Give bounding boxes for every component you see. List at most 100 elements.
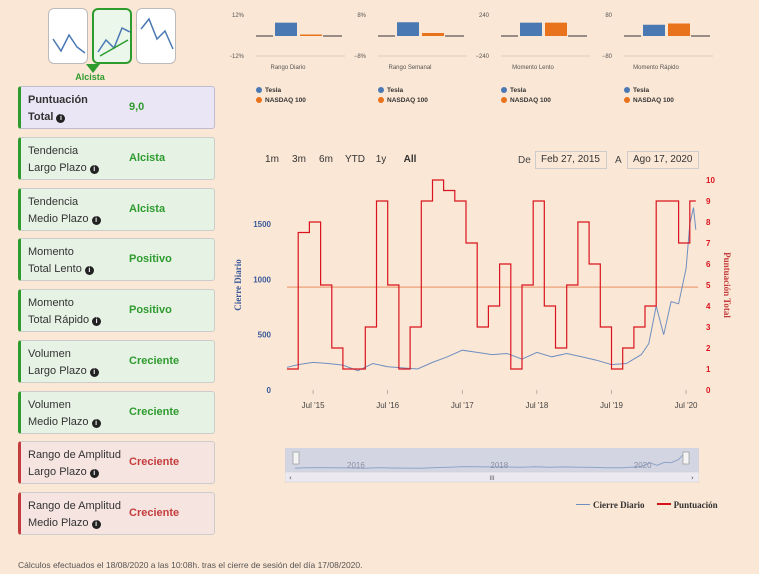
metric-card-label: Volumen Largo Plazo i <box>28 346 99 380</box>
metric-card-value: Creciente <box>129 355 180 367</box>
legend-item-tesla[interactable]: Tesla <box>378 86 428 96</box>
small-chart-title: Rango Diario <box>270 65 306 71</box>
metric-card-label-line2: Total Lento <box>28 263 82 275</box>
right-axis-tick: 1 <box>706 365 711 374</box>
metric-card-label: Puntuación Total i <box>28 92 88 126</box>
legend-dot-icon <box>378 87 384 93</box>
metric-card: Tendencia Largo Plazo i Alcista <box>18 137 215 180</box>
small-chart-ymin-label: −12% <box>230 54 245 60</box>
range-button[interactable]: YTD <box>345 154 365 165</box>
metric-card-label-line1: Volumen <box>28 348 71 360</box>
metric-card-value: Alcista <box>129 152 166 164</box>
small-chart-legend[interactable]: Tesla NASDAQ 100 <box>378 86 428 106</box>
left-axis-tick: 1500 <box>253 220 271 229</box>
navigator-handle-right <box>682 451 690 465</box>
to-date-input[interactable]: Ago 17, 2020 <box>627 151 699 169</box>
trend-badge: Alcista <box>48 6 180 82</box>
legend-label: Puntuación <box>673 500 718 510</box>
range-button[interactable]: All <box>403 154 417 165</box>
small-chart-legend[interactable]: Tesla NASDAQ 100 <box>256 86 306 106</box>
legend-label: Cierre Diario <box>593 500 645 510</box>
from-date-input[interactable]: Feb 27, 2015 <box>535 151 607 169</box>
small-chart-legend[interactable]: Tesla NASDAQ 100 <box>501 86 551 106</box>
metric-card-label-line2: Medio Plazo <box>28 213 89 225</box>
metric-card: Rango de Amplitud Medio Plazo i Creciente <box>18 492 215 535</box>
legend-dot-icon <box>501 97 507 103</box>
metric-card-label-line2: Medio Plazo <box>28 517 89 529</box>
legend-item-nasdaq[interactable]: NASDAQ 100 <box>256 96 306 106</box>
metric-card-label-line2: Medio Plazo <box>28 416 89 428</box>
right-axis-title: Puntuación Total <box>722 252 732 318</box>
score-series-line <box>287 179 696 370</box>
info-icon[interactable]: i <box>91 419 101 428</box>
info-icon[interactable]: i <box>56 114 66 123</box>
legend-item-score[interactable]: Puntuación <box>656 500 718 510</box>
range-button[interactable]: 6m <box>319 154 333 165</box>
range-button[interactable]: 3m <box>292 154 306 165</box>
legend-dot-icon <box>624 97 630 103</box>
navigator[interactable]: 2016 2018 2020 ‹ › III <box>285 446 699 484</box>
right-axis-tick: 6 <box>706 260 711 269</box>
small-chart-ymin-label: −8% <box>354 54 367 60</box>
metric-card-value: Positivo <box>129 253 172 265</box>
left-axis-tick: 0 <box>267 386 272 395</box>
small-bar-chart: 12% −12% Rango Diario <box>230 8 346 92</box>
metric-card-label-line2: Largo Plazo <box>28 162 87 174</box>
metric-card-label: Tendencia Medio Plazo i <box>28 194 101 228</box>
from-label: De <box>518 155 531 166</box>
info-icon[interactable]: i <box>89 165 99 174</box>
legend-item-nasdaq[interactable]: NASDAQ 100 <box>624 96 674 106</box>
legend-label: NASDAQ 100 <box>510 97 551 104</box>
main-chart-legend[interactable]: Cierre Diario Puntuación <box>576 500 718 510</box>
small-bar-chart: 8% −8% Rango Semanal <box>352 8 468 92</box>
metric-card-label-line1: Tendencia <box>28 145 79 157</box>
x-axis-tick: Jul '16 <box>376 401 399 410</box>
small-chart-ymax-label: 8% <box>357 13 366 19</box>
legend-dot-icon <box>256 87 262 93</box>
info-icon[interactable]: i <box>91 520 101 529</box>
nasdaq-bar <box>668 23 690 36</box>
small-bar-chart-svg: 240 −240 <box>475 13 590 60</box>
legend-label: NASDAQ 100 <box>633 97 674 104</box>
info-icon[interactable]: i <box>84 266 94 275</box>
metric-card-label: Momento Total Rápido i <box>28 295 102 329</box>
navigator-tick: 2016 <box>347 461 365 470</box>
trend-flat-thumb <box>136 8 176 64</box>
right-axis-tick: 5 <box>706 281 711 290</box>
tesla-bar <box>397 22 419 36</box>
tesla-bar <box>520 22 542 36</box>
main-chart[interactable]: 0 500 1000 1500 0 1 2 3 4 5 6 7 8 9 10 Jul '15 Jul '16 Ju… <box>230 166 750 456</box>
metric-card-value: Creciente <box>129 406 180 418</box>
metric-card-label-line1: Tendencia <box>28 196 79 208</box>
info-icon[interactable]: i <box>91 216 101 225</box>
legend-item-price[interactable]: Cierre Diario <box>576 500 645 510</box>
score-legend-swatch <box>656 503 671 505</box>
small-chart-ymin-label: −240 <box>475 54 489 60</box>
legend-item-tesla[interactable]: Tesla <box>624 86 674 96</box>
small-chart-legend[interactable]: Tesla NASDAQ 100 <box>624 86 674 106</box>
info-icon[interactable]: i <box>89 368 99 377</box>
info-icon[interactable]: i <box>89 469 99 478</box>
to-label: A <box>615 155 622 166</box>
navigator-scrollbar <box>285 471 699 483</box>
metric-card: Momento Total Rápido i Positivo <box>18 289 215 332</box>
legend-item-tesla[interactable]: Tesla <box>501 86 551 96</box>
range-button[interactable]: 1m <box>265 154 279 165</box>
legend-item-nasdaq[interactable]: NASDAQ 100 <box>378 96 428 106</box>
small-bar-chart: 80 −80 Momento Rápido <box>598 8 714 92</box>
navigator-tick: 2020 <box>634 461 652 470</box>
legend-item-tesla[interactable]: Tesla <box>256 86 306 96</box>
small-chart-ymin-label: −80 <box>602 54 613 60</box>
info-icon[interactable]: i <box>92 317 102 326</box>
right-axis-tick: 0 <box>706 386 711 395</box>
legend-label: NASDAQ 100 <box>387 97 428 104</box>
right-axis-tick: 8 <box>706 218 711 227</box>
right-axis-tick: 7 <box>706 239 711 248</box>
range-button[interactable]: 1y <box>375 154 387 165</box>
legend-item-nasdaq[interactable]: NASDAQ 100 <box>501 96 551 106</box>
metric-card: Momento Total Lento i Positivo <box>18 238 215 281</box>
small-chart-title: Rango Semanal <box>388 65 432 71</box>
metric-card-value: Creciente <box>129 507 180 519</box>
metric-card-value: Positivo <box>129 304 172 316</box>
metric-card-label-line1: Rango de Amplitud <box>28 449 121 461</box>
